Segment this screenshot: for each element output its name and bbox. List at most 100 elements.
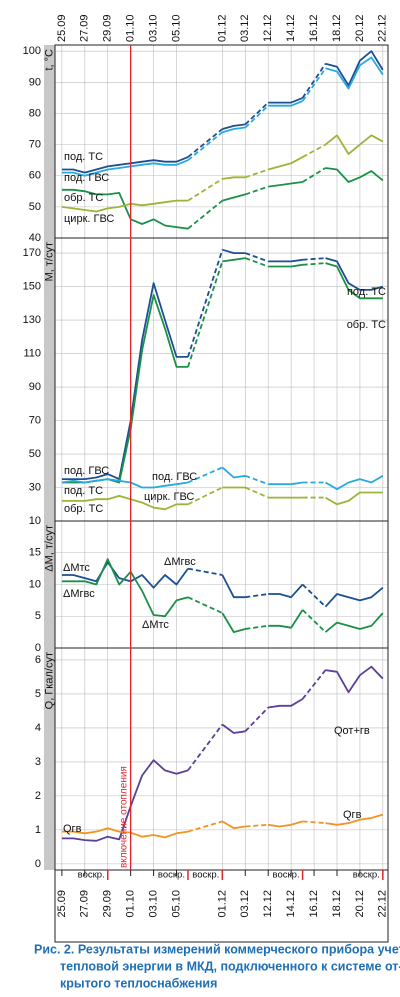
x-tick-label: 01.10 xyxy=(125,14,137,42)
y-tick-label: 80 xyxy=(29,107,41,119)
x-tick-label: 03.12 xyxy=(239,14,251,42)
x-tick-label: 03.10 xyxy=(147,890,159,918)
x-tick-label: 01.12 xyxy=(216,890,228,918)
gap-connector xyxy=(301,583,327,608)
gap-connector xyxy=(244,185,269,196)
gap-connector xyxy=(302,257,326,261)
series-line xyxy=(61,813,384,839)
gap-connector xyxy=(245,624,269,630)
y-tick-label: 50 xyxy=(29,201,41,213)
sunday-label: воскр. xyxy=(192,870,219,881)
x-tick-label: 18.12 xyxy=(331,14,343,42)
x-tick-label: 16.12 xyxy=(308,890,320,918)
series-label: цирк. ГВС xyxy=(64,213,114,225)
series-label: ΔMтс xyxy=(63,562,90,574)
x-tick-label: 03.12 xyxy=(239,890,251,918)
y-tick-label: 60 xyxy=(29,170,41,182)
x-tick-label: 05.10 xyxy=(170,890,182,918)
y-axis-label: ΔM, т/сут xyxy=(43,525,55,572)
series-label: ΔMгвс xyxy=(63,588,95,600)
y-label-strip xyxy=(44,45,55,238)
x-tick-label: 20.12 xyxy=(354,890,366,918)
gap-connector xyxy=(187,249,224,358)
y-tick-label: 170 xyxy=(23,247,41,259)
y-tick-label: 6 xyxy=(35,654,41,666)
series-line xyxy=(61,134,384,213)
event-label: включение отопления xyxy=(118,766,129,868)
x-tick-label: 12.12 xyxy=(262,890,274,918)
series-label: обр. ТС xyxy=(64,192,103,204)
y-tick-label: 15 xyxy=(29,547,41,559)
y-tick-label: 50 xyxy=(29,448,41,460)
sunday-label: воскр. xyxy=(78,870,105,881)
caption-line: крытого теплоснабжения xyxy=(60,976,217,990)
gap-connector xyxy=(244,706,269,732)
x-tick-label: 22.12 xyxy=(377,890,389,918)
x-tick-label: 03.10 xyxy=(147,14,159,42)
y-label-strip xyxy=(44,521,55,648)
x-tick-label: 05.10 xyxy=(170,14,182,42)
gap-connector xyxy=(244,101,269,126)
y-axis-label: t, °C xyxy=(43,49,55,71)
gap-connector xyxy=(187,723,224,771)
x-tick-label: 25.09 xyxy=(56,890,68,918)
gap-connector xyxy=(301,669,327,700)
y-axis-label: Q, Гкал/сут xyxy=(43,652,55,709)
series-line xyxy=(61,486,383,511)
gap-connector xyxy=(244,486,269,499)
series-label: ΔMтс xyxy=(142,619,169,631)
x-tick-label: 22.12 xyxy=(377,14,389,42)
y-tick-label: 10 xyxy=(29,578,41,590)
gap-connector xyxy=(244,257,269,268)
gap-connector xyxy=(302,820,326,824)
caption-line: Рис. 2. Результаты измерений коммерческо… xyxy=(34,942,400,956)
y-tick-label: 4 xyxy=(35,722,41,734)
series-line xyxy=(61,248,384,480)
x-tick-label: 27.09 xyxy=(79,890,91,918)
series-label: под. ГВС xyxy=(64,172,109,184)
gap-connector xyxy=(187,199,223,230)
gap-connector xyxy=(244,252,269,263)
y-tick-label: 70 xyxy=(29,139,41,151)
y-axis-label: M, т/сут xyxy=(43,242,55,281)
series-label: Qгв xyxy=(63,823,82,835)
gap-connector xyxy=(187,178,223,202)
series-label: под. ТС xyxy=(64,151,103,163)
sunday-label: воскр. xyxy=(158,870,185,881)
y-tick-label: 2 xyxy=(35,790,41,802)
x-tick-label: 18.12 xyxy=(331,890,343,918)
gap-connector xyxy=(244,474,269,486)
y-tick-label: 110 xyxy=(23,347,41,359)
gap-connector xyxy=(187,131,223,161)
gap-connector xyxy=(301,63,327,99)
x-tick-label: 01.10 xyxy=(125,890,137,918)
y-tick-label: 5 xyxy=(35,688,41,700)
y-tick-label: 10 xyxy=(29,515,41,527)
y-tick-label: 0 xyxy=(35,642,41,654)
series-label: под. ТС xyxy=(347,286,386,298)
series-line xyxy=(61,665,384,842)
sunday-label: воскр. xyxy=(273,870,300,881)
y-tick-label: 90 xyxy=(29,76,41,88)
x-tick-label: 27.09 xyxy=(79,14,91,42)
gap-connector xyxy=(187,486,223,506)
x-tick-label: 29.09 xyxy=(102,14,114,42)
gap-connector xyxy=(302,262,326,266)
x-axis-frame xyxy=(54,869,389,943)
x-tick-label: 25.09 xyxy=(56,14,68,42)
series-line xyxy=(61,56,384,177)
series-line xyxy=(61,558,384,633)
series-label: Qот+гв xyxy=(334,725,370,737)
x-tick-label: 20.12 xyxy=(354,14,366,42)
gap-connector xyxy=(187,261,224,368)
x-tick-label: 12.12 xyxy=(262,14,274,42)
gap-connector xyxy=(302,167,326,183)
series-label: Qгв xyxy=(343,809,362,821)
series-label: под. ТС xyxy=(64,485,103,497)
x-tick-label: 16.12 xyxy=(308,14,320,42)
series-label: обр. ТС xyxy=(64,503,103,515)
y-tick-label: 30 xyxy=(29,481,41,493)
y-tick-label: 130 xyxy=(23,314,41,326)
y-label-strip xyxy=(44,648,55,870)
